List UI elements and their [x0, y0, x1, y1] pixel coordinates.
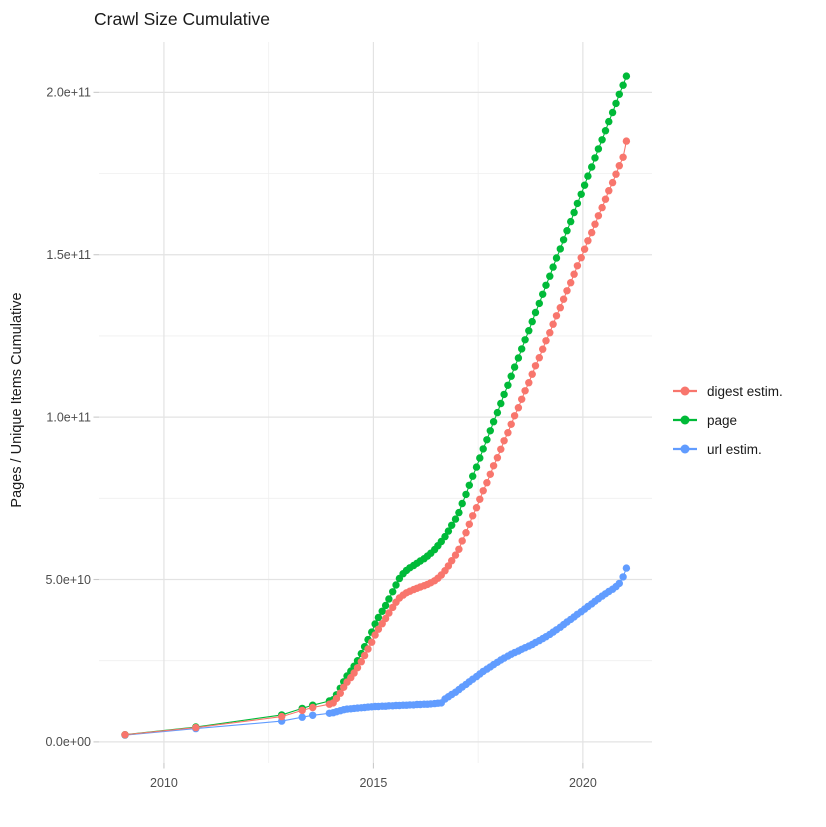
legend-key-page-icon	[673, 415, 697, 425]
x-tick-label: 2010	[150, 776, 178, 790]
axis-ticks	[93, 91, 584, 769]
y-tick-label: 5.0e+10	[45, 573, 91, 587]
series	[121, 72, 631, 739]
legend-label-digest: digest estim.	[707, 383, 783, 399]
legend-label-url: url estim.	[707, 441, 762, 457]
legend-item-digest: digest estim.	[672, 381, 783, 401]
chart-title: Crawl Size Cumulative	[94, 9, 271, 29]
x-tick-label: 2020	[569, 776, 597, 790]
legend-key-url-icon	[673, 444, 697, 454]
axis-tick-labels: 2010 2015 2020 0.0e+00 5.0e+10 1.0e+11 1.5e+11…	[45, 86, 596, 790]
legend-label-page: page	[707, 412, 738, 428]
legend-item-page: page	[672, 410, 783, 430]
y-tick-label: 0.0e+00	[45, 735, 91, 749]
legend-key-digest-icon	[673, 386, 697, 396]
x-tick-label: 2015	[359, 776, 387, 790]
gridlines-major	[99, 42, 652, 763]
y-tick-label: 2.0e+11	[46, 86, 91, 100]
series-url-estim	[121, 564, 631, 739]
y-tick-label: 1.0e+11	[46, 410, 91, 424]
legend-item-url: url estim.	[672, 439, 783, 459]
series-digest-estim	[121, 137, 631, 739]
legend: digest estim. page url estim.	[672, 381, 783, 459]
gridlines-minor	[99, 42, 652, 763]
y-tick-label: 1.5e+11	[46, 248, 91, 262]
y-axis-title: Pages / Unique Items Cumulative	[9, 292, 25, 508]
